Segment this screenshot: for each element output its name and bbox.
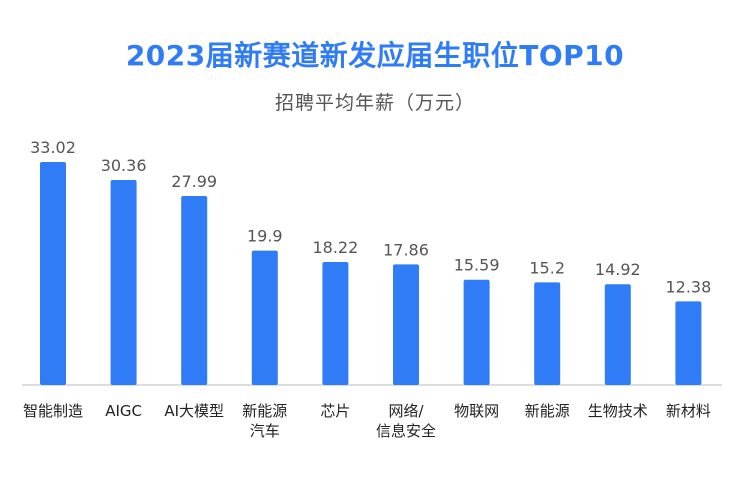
category-label: 汽车 xyxy=(250,422,280,440)
chart-subtitle: 招聘平均年薪（万元） xyxy=(274,92,475,114)
data-label: 33.02 xyxy=(30,138,76,157)
data-label: 12.38 xyxy=(665,277,711,296)
chart-title: 2023届新赛道新发应届生职位TOP10 xyxy=(125,39,625,72)
bar xyxy=(251,250,278,385)
bar xyxy=(322,261,349,385)
data-label: 14.92 xyxy=(595,260,641,279)
category-label: 网络/ xyxy=(388,402,424,420)
bar xyxy=(40,162,66,385)
data-label: 19.9 xyxy=(247,227,283,246)
category-label: AIGC xyxy=(105,402,142,420)
category-label: 生物技术 xyxy=(588,402,648,420)
bar xyxy=(110,179,137,385)
bar xyxy=(675,301,702,385)
category-label: 新能源 xyxy=(242,402,287,420)
bar xyxy=(463,279,490,385)
data-label: 27.99 xyxy=(171,172,217,191)
category-label: 信息安全 xyxy=(376,422,436,440)
bar xyxy=(181,195,208,385)
category-label: 新能源 xyxy=(525,402,570,420)
bar xyxy=(604,284,631,385)
data-label: 15.59 xyxy=(454,256,500,275)
data-label: 17.86 xyxy=(383,240,429,259)
bar xyxy=(393,264,419,385)
category-label: 智能制造 xyxy=(23,402,83,420)
category-label: 物联网 xyxy=(454,402,499,420)
category-label: AI大模型 xyxy=(164,402,224,420)
data-label: 15.2 xyxy=(529,258,565,277)
data-label: 30.36 xyxy=(101,156,147,175)
category-label: 新材料 xyxy=(666,402,711,420)
category-label: 芯片 xyxy=(320,402,350,420)
data-label: 18.22 xyxy=(312,238,358,257)
bar xyxy=(534,282,561,385)
